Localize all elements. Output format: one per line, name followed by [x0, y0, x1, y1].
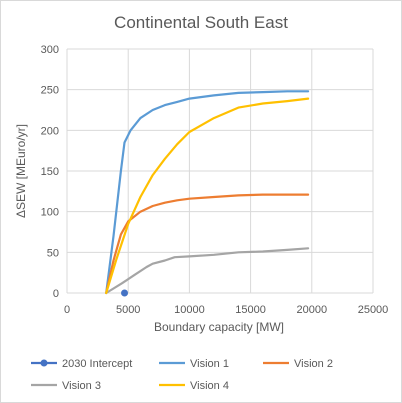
y-tick-label: 200	[41, 125, 59, 137]
y-tick-label: 100	[41, 207, 59, 219]
x-tick-label: 10000	[174, 304, 205, 316]
series-line-vision-3	[105, 247, 310, 295]
series-line-vision-4	[105, 97, 310, 295]
axes: 0 50 100 150 200 250 300 0 5000 10000 15000 20000 25…	[41, 44, 389, 316]
y-tick-label: 50	[47, 247, 59, 259]
gridlines	[66, 48, 374, 294]
x-tick-label: 25000	[358, 304, 389, 316]
y-tick-label: 300	[41, 44, 59, 56]
series-layer	[105, 90, 310, 297]
series-line-vision-2	[105, 193, 310, 295]
legend-label-vision-4: Vision 4	[190, 380, 229, 392]
x-axis-title: Boundary capacity [MW]	[154, 320, 284, 334]
x-tick-label: 15000	[235, 304, 266, 316]
legend-label-2030-intercept: 2030 Intercept	[62, 358, 132, 370]
legend-label-vision-3: Vision 3	[62, 380, 101, 392]
legend-marker-2030-intercept	[40, 359, 48, 367]
legend-label-vision-1: Vision 1	[190, 358, 229, 370]
y-tick-label: 150	[41, 166, 59, 178]
legend-label-vision-2: Vision 2	[294, 358, 333, 370]
legend: 2030 Intercept Vision 1 Vision 2 Vision 3 Vi…	[31, 358, 333, 392]
x-tick-label: 5000	[116, 304, 140, 316]
y-tick-label: 250	[41, 85, 59, 97]
data-point-2030-intercept	[121, 289, 129, 297]
x-tick-label: 20000	[297, 304, 328, 316]
series-line-vision-1	[105, 90, 310, 295]
chart-title: Continental South East	[114, 13, 288, 32]
x-tick-label: 0	[64, 304, 70, 316]
y-axis-title: ΔSEW [MEuro/yr]	[14, 124, 28, 218]
y-tick-label: 0	[53, 288, 59, 300]
